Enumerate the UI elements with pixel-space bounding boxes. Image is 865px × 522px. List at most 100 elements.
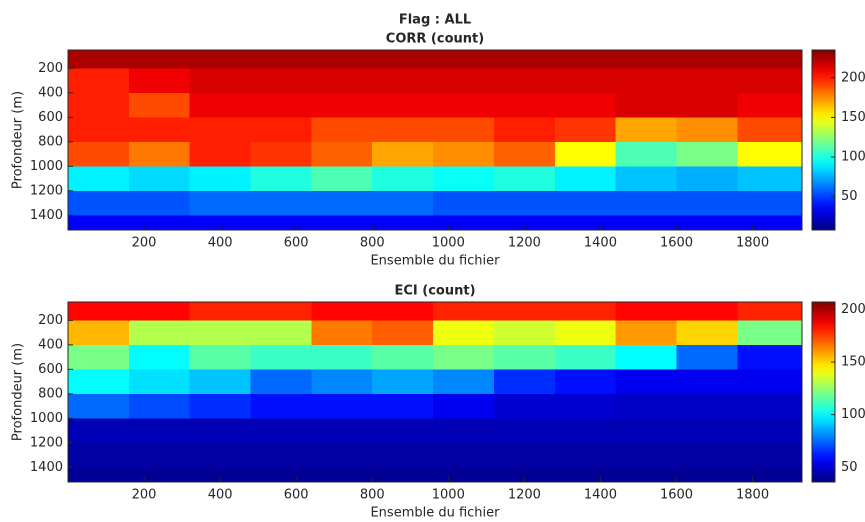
heatmap-cell <box>250 50 312 69</box>
heatmap-cell <box>676 393 738 419</box>
heatmap-cell <box>433 418 495 444</box>
heatmap-cell <box>68 302 130 321</box>
plot-frame <box>67 301 803 483</box>
y-tick-label: 800 <box>38 386 63 401</box>
heatmap-cell <box>311 68 373 94</box>
heatmap-cell <box>554 166 617 192</box>
heatmap-cell <box>189 50 252 69</box>
heatmap-cell <box>554 418 617 444</box>
heatmap-cell <box>68 369 130 395</box>
heatmap-cell <box>493 141 556 167</box>
x-tick-label: 400 <box>208 236 233 251</box>
heatmap-cell <box>189 141 252 167</box>
heatmap-cell <box>493 50 556 69</box>
panel-title: ECI (count) <box>394 284 475 299</box>
heatmap-cell <box>372 393 434 419</box>
heatmap-cell <box>433 92 495 118</box>
heatmap-cell <box>128 141 191 167</box>
heatmap-cell <box>554 393 617 419</box>
heatmap-cell <box>433 50 495 69</box>
heatmap-cell <box>615 68 677 94</box>
heatmap-cell <box>615 467 677 483</box>
y-tick-label: 1200 <box>30 183 63 198</box>
heatmap-cell <box>68 68 130 94</box>
y-tick-label: 200 <box>38 61 63 76</box>
heatmap-cell <box>128 190 191 216</box>
heatmap-cell <box>554 369 617 395</box>
colorbar-tick-label: 50 <box>841 460 858 475</box>
heatmap-cell <box>676 166 738 192</box>
heatmap-cell <box>128 302 191 321</box>
heatmap-cell <box>615 166 677 192</box>
heatmap-cell <box>433 215 495 231</box>
heatmap-cell <box>433 190 495 216</box>
y-tick-label: 200 <box>38 313 63 328</box>
heatmap-cell <box>68 215 130 231</box>
colorbar-tick-label: 50 <box>841 189 858 204</box>
heatmap-cell <box>554 344 617 370</box>
x-tick-label: 1800 <box>736 236 769 251</box>
heatmap-cell <box>128 215 191 231</box>
heatmap-cell <box>250 92 312 118</box>
heatmap-cell <box>250 393 312 419</box>
heatmap-cell <box>737 302 803 321</box>
colorbar <box>812 302 835 482</box>
heatmap-cell <box>189 215 252 231</box>
colorbar-frame <box>811 301 836 483</box>
heatmap-cell <box>372 50 434 69</box>
heatmap-cell <box>128 320 191 346</box>
heatmap-cell <box>676 302 738 321</box>
heatmap-cell <box>676 442 738 468</box>
heatmap-cell <box>554 92 617 118</box>
heatmap-cell <box>68 92 130 118</box>
heatmap-cell <box>128 50 191 69</box>
heatmap-cell <box>372 302 434 321</box>
heatmap-cell <box>128 344 191 370</box>
heatmap-cell <box>676 190 738 216</box>
y-axis-label: Profondeur (m) <box>11 343 26 441</box>
heatmap-cell <box>189 369 252 395</box>
heatmap-cell <box>433 442 495 468</box>
heatmap-cell <box>433 393 495 419</box>
heatmap-cell <box>615 393 677 419</box>
heatmap-cell <box>250 215 312 231</box>
heatmap-cell <box>554 320 617 346</box>
heatmap-cell <box>493 320 556 346</box>
panel-title: CORR (count) <box>386 32 484 47</box>
colorbar-tick-label: 200 <box>841 302 865 317</box>
heatmap-cell <box>189 190 252 216</box>
heatmap-cell <box>493 68 556 94</box>
heatmap-cell <box>189 393 252 419</box>
heatmap-cell <box>493 190 556 216</box>
heatmap-cell <box>311 92 373 118</box>
heatmap-cell <box>250 117 312 143</box>
heatmap-cell <box>433 302 495 321</box>
colorbar-tick-label: 100 <box>841 150 865 165</box>
x-axis-label: Ensemble du fichier <box>370 254 500 269</box>
heatmap-cell <box>250 467 312 483</box>
x-tick-label: 400 <box>208 488 233 503</box>
heatmap-cell <box>737 190 803 216</box>
heatmap-cell <box>676 92 738 118</box>
heatmap-cell <box>676 369 738 395</box>
x-axis-label: Ensemble du fichier <box>370 506 500 521</box>
heatmap-cell <box>372 418 434 444</box>
heatmap-cell <box>615 344 677 370</box>
heatmap-cell <box>250 68 312 94</box>
heatmap-cell <box>433 344 495 370</box>
heatmap-cell <box>676 467 738 483</box>
heatmap-cell <box>128 442 191 468</box>
heatmap-cell <box>311 141 373 167</box>
heatmap-cell <box>250 344 312 370</box>
heatmap-cell <box>493 92 556 118</box>
heatmap-cell <box>493 369 556 395</box>
heatmap-cell <box>128 393 191 419</box>
heatmap-cell <box>68 467 130 483</box>
heatmap-cell <box>493 344 556 370</box>
heatmap-cell <box>68 166 130 192</box>
heatmap-cell <box>676 50 738 69</box>
figure-title: Flag : ALL <box>399 13 471 28</box>
heatmap-cell <box>189 302 252 321</box>
